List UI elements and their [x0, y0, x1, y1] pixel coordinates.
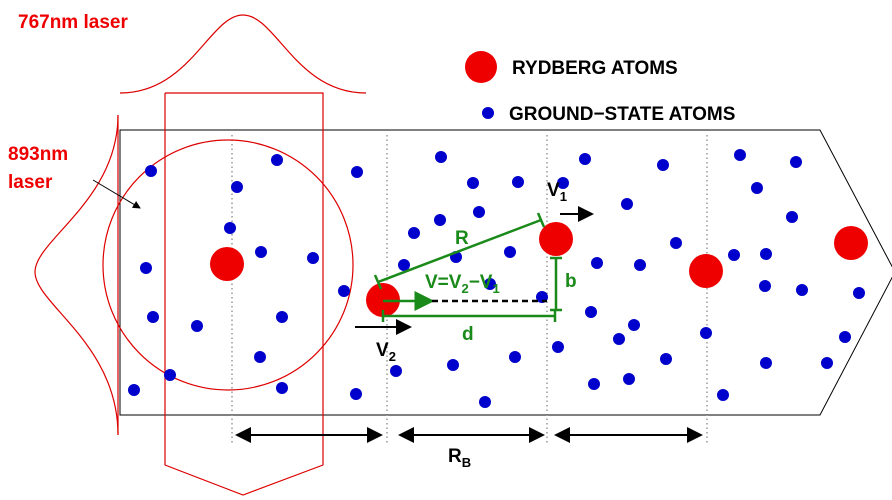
rydberg-atom — [539, 222, 573, 256]
ground-atom — [128, 384, 140, 396]
ground-atom — [728, 249, 740, 261]
left-laser-label: laser — [8, 172, 53, 193]
ground-atom — [786, 211, 798, 223]
ground-atom — [853, 287, 865, 299]
ground-atom — [479, 396, 491, 408]
label-r: R — [455, 228, 469, 249]
ground-atom — [660, 353, 672, 365]
t: V — [376, 340, 389, 361]
ground-atom — [512, 176, 524, 188]
ground-atom — [147, 311, 159, 323]
ground-atom — [700, 327, 712, 339]
t: 1 — [492, 281, 499, 296]
ground-atom — [621, 198, 633, 210]
ground-atom — [231, 181, 243, 193]
ground-atom — [760, 248, 772, 260]
ground-atom — [191, 320, 203, 332]
t: 2 — [461, 281, 468, 296]
ground-atom — [390, 365, 402, 377]
ground-atom — [552, 341, 564, 353]
t: V — [547, 180, 560, 201]
ground-atom — [591, 257, 603, 269]
t: −V — [469, 272, 493, 293]
diagram: 767nm laser 893nm laser RYDBERG ATOMS GR… — [0, 0, 892, 500]
ground-atom — [717, 389, 729, 401]
ground-atom — [467, 177, 479, 189]
label-b: b — [565, 271, 577, 292]
ground-atom — [140, 262, 152, 274]
legend-ground: GROUND−STATE ATOMS — [509, 104, 735, 125]
ground-atom — [350, 388, 362, 400]
ground-atom — [307, 252, 319, 264]
ground-atom — [634, 259, 646, 271]
ground-atom — [579, 153, 591, 165]
ground-atom — [271, 154, 283, 166]
label-v2: V2 — [376, 340, 396, 364]
ground-atom — [351, 166, 363, 178]
ground-atom — [628, 319, 640, 331]
ground-atom — [473, 206, 485, 218]
rydberg-atom — [210, 247, 244, 281]
ground-atom — [821, 357, 833, 369]
atoms — [128, 149, 868, 408]
ground-atom — [588, 378, 600, 390]
label-relative: V=V2−V1 — [425, 272, 500, 296]
ground-atom — [839, 331, 851, 343]
rydberg-atom — [689, 254, 723, 288]
ground-atom — [796, 284, 808, 296]
ground-atom — [435, 151, 447, 163]
legend-rydberg: RYDBERG ATOMS — [512, 58, 678, 79]
legend-ground-marker — [482, 107, 494, 119]
ground-atom — [164, 369, 176, 381]
ground-atom — [224, 222, 236, 234]
ground-atom — [255, 246, 267, 258]
ground-atom — [408, 227, 420, 239]
ground-atom — [434, 214, 446, 226]
t: V=V — [425, 272, 462, 293]
ground-atom — [751, 182, 763, 194]
ground-atom — [734, 149, 746, 161]
t: R — [448, 446, 462, 467]
label-d: d — [462, 324, 474, 345]
ground-atom — [613, 333, 625, 345]
ground-atom — [338, 285, 350, 297]
t: 2 — [389, 349, 396, 364]
ground-atom — [276, 382, 288, 394]
top-laser-label: 767nm laser — [18, 12, 128, 33]
ground-atom — [790, 156, 802, 168]
t: 1 — [560, 189, 567, 204]
ground-atom — [623, 373, 635, 385]
rydberg-atom — [834, 226, 868, 260]
ground-atom — [504, 246, 516, 258]
ground-atom — [254, 351, 266, 363]
label-rb: RB — [448, 446, 471, 470]
ground-atom — [670, 237, 682, 249]
ground-atom — [657, 159, 669, 171]
ground-atom — [447, 359, 459, 371]
ground-atom — [276, 311, 288, 323]
legend-rydberg-marker — [465, 51, 497, 83]
ground-atom — [760, 357, 772, 369]
t: B — [462, 455, 471, 470]
left-laser-label: 893nm — [8, 144, 68, 165]
ground-atom — [509, 351, 521, 363]
ground-atom — [759, 280, 771, 292]
ground-atom — [145, 165, 157, 177]
ground-atom — [585, 306, 597, 318]
